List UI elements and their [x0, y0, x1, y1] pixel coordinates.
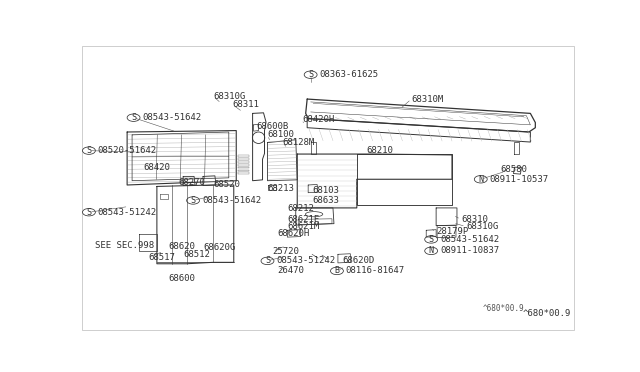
Text: 68621E: 68621E	[287, 215, 319, 224]
Text: 68310G: 68310G	[213, 92, 245, 101]
Text: 68212: 68212	[287, 204, 314, 213]
Text: 68517: 68517	[148, 253, 175, 262]
Text: 68213: 68213	[268, 184, 294, 193]
Text: ^680*00.9: ^680*00.9	[483, 304, 524, 313]
Text: 28179P: 28179P	[436, 227, 468, 237]
Text: 68620G: 68620G	[203, 243, 236, 251]
Text: 08911-10837: 08911-10837	[440, 246, 499, 255]
Text: 68310: 68310	[461, 215, 488, 224]
Text: 68620: 68620	[168, 242, 195, 251]
Text: 68420H: 68420H	[302, 115, 335, 124]
Text: 68520: 68520	[213, 180, 240, 189]
Text: 68210: 68210	[367, 146, 394, 155]
Text: B: B	[335, 266, 339, 275]
Text: 08363-61625: 08363-61625	[319, 70, 379, 79]
Text: ^680*00.9: ^680*00.9	[522, 309, 571, 318]
Text: 68620D: 68620D	[342, 256, 374, 264]
Text: 68600B: 68600B	[256, 122, 289, 131]
Text: 08543-51642: 08543-51642	[440, 235, 499, 244]
Text: S: S	[191, 196, 196, 205]
Text: SEE SEC.998: SEE SEC.998	[95, 241, 154, 250]
Text: 68270: 68270	[178, 178, 205, 187]
Text: 68512: 68512	[183, 250, 210, 259]
Text: S: S	[308, 70, 313, 79]
Text: S: S	[86, 208, 92, 217]
Text: 68420: 68420	[143, 163, 170, 172]
Text: 08543-51242: 08543-51242	[98, 208, 157, 217]
Text: 08520-51642: 08520-51642	[98, 146, 157, 155]
Text: 68621M: 68621M	[287, 222, 319, 231]
Text: 26470: 26470	[277, 266, 304, 275]
Text: 68311: 68311	[233, 100, 260, 109]
Text: 68600: 68600	[168, 273, 195, 283]
Text: 68580: 68580	[500, 165, 527, 174]
Text: S: S	[86, 146, 92, 155]
Text: N: N	[429, 246, 434, 255]
Text: S: S	[265, 256, 270, 265]
Text: 08543-51642: 08543-51642	[202, 196, 261, 205]
Text: 68620H: 68620H	[277, 229, 310, 238]
Text: 68633: 68633	[312, 196, 339, 205]
Text: 68310M: 68310M	[412, 94, 444, 103]
Text: 68128M: 68128M	[282, 138, 315, 147]
Text: N: N	[478, 175, 483, 184]
Text: 08116-81647: 08116-81647	[346, 266, 405, 275]
Text: 68100: 68100	[268, 130, 294, 140]
Text: S: S	[429, 235, 434, 244]
Text: 25720: 25720	[273, 247, 300, 256]
Text: 68103: 68103	[312, 186, 339, 195]
Text: 08911-10537: 08911-10537	[490, 175, 549, 184]
Text: 08543-51242: 08543-51242	[276, 256, 335, 265]
Text: S: S	[131, 113, 136, 122]
Text: 08543-51642: 08543-51642	[143, 113, 202, 122]
Text: 68310G: 68310G	[466, 222, 498, 231]
